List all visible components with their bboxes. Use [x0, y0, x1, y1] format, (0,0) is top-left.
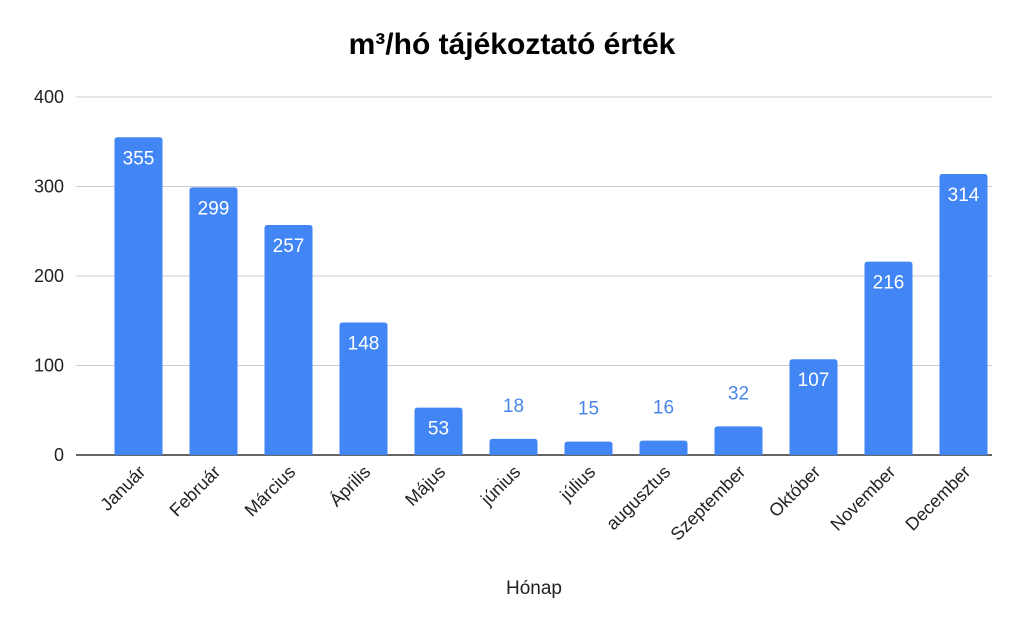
data-label: 18 [503, 396, 524, 417]
data-labels: 355 299 257 148 53 18 15 16 32 107 216 314 [123, 148, 980, 439]
data-label: 16 [653, 398, 674, 419]
x-tick-label: Február [166, 462, 225, 521]
y-tick-label: 300 [34, 177, 64, 197]
data-label: 32 [728, 383, 749, 404]
chart-title: m³/hó tájékoztató érték [348, 28, 676, 61]
data-label: 257 [273, 236, 305, 257]
data-label: 53 [428, 419, 449, 440]
y-axis-ticks: 0 100 200 300 400 [34, 87, 64, 465]
x-tick-label: Január [96, 462, 149, 515]
y-tick-label: 200 [34, 266, 64, 286]
bar [714, 426, 763, 455]
x-tick-label: December [901, 462, 974, 535]
x-tick-label: július [555, 462, 599, 506]
x-tick-label: Május [401, 462, 449, 510]
bars [114, 137, 988, 455]
y-tick-label: 0 [54, 445, 64, 465]
bar [414, 407, 463, 455]
x-tick-label: augusztus [602, 462, 674, 534]
bar [189, 187, 238, 455]
bar [789, 359, 838, 455]
data-label: 299 [198, 198, 230, 219]
bar [864, 261, 913, 455]
bar [639, 440, 688, 455]
bar [339, 322, 388, 455]
bar [114, 137, 163, 455]
x-tick-label: Március [241, 462, 300, 521]
bar [564, 441, 613, 455]
y-tick-label: 400 [34, 87, 64, 107]
y-tick-label: 100 [34, 356, 64, 376]
data-label: 355 [123, 148, 155, 169]
data-label: 148 [348, 334, 380, 355]
data-label: 107 [798, 370, 830, 391]
x-tick-label: Október [765, 462, 824, 521]
x-axis-label: Hónap [506, 578, 562, 599]
x-tick-label: Április [326, 462, 375, 511]
data-label: 314 [948, 185, 980, 206]
x-tick-label: November [826, 462, 899, 535]
bar [489, 438, 538, 455]
bar [264, 224, 313, 455]
data-label: 15 [578, 399, 599, 420]
bar [939, 173, 988, 455]
x-tick-label: június [476, 462, 524, 510]
data-label: 216 [873, 273, 905, 294]
x-tick-label: Szeptember [667, 462, 750, 545]
x-axis-categories: Január Február Március Április Május június jú… [96, 462, 974, 545]
